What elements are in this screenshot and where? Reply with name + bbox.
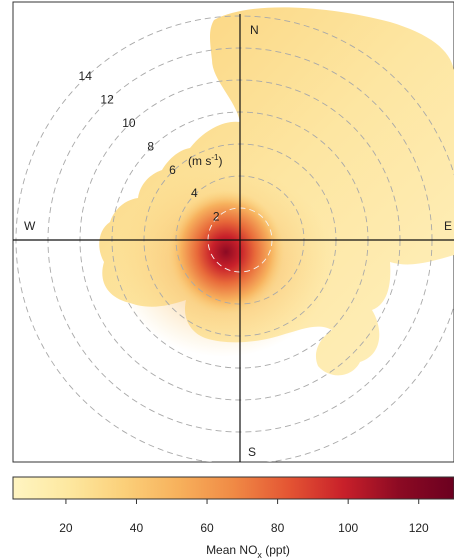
radial-tick-label-12: 12: [100, 93, 114, 107]
colorbar-tick-label-80: 80: [271, 521, 285, 535]
radial-tick-label-14: 14: [79, 69, 93, 83]
compass-south-label: S: [248, 445, 256, 459]
radial-unit-label: (m s-1): [188, 153, 222, 168]
concentration-hotspot: [168, 190, 284, 314]
compass-east-label: E: [444, 219, 452, 233]
colorbar-ticks: 20 40 60 80 100 120: [59, 499, 429, 535]
compass-west-label: W: [24, 219, 36, 233]
colorbar-tick-label-120: 120: [409, 521, 429, 535]
colorbar-title: Mean NOx (ppt): [206, 543, 290, 558]
radial-unit-superscript: -1: [211, 153, 219, 162]
colorbar-title-subscript: x: [257, 550, 262, 558]
radial-tick-label-8: 8: [147, 139, 154, 153]
radial-tick-label-2: 2: [213, 210, 220, 224]
colorbar-tick-label-20: 20: [59, 521, 73, 535]
colorbar: [12, 476, 454, 500]
radial-tick-label-10: 10: [122, 116, 136, 130]
radial-tick-label-4: 4: [191, 186, 198, 200]
colorbar-tick-label-60: 60: [200, 521, 214, 535]
radial-tick-label-6: 6: [169, 163, 176, 177]
colorbar-tick-label-40: 40: [130, 521, 144, 535]
radial-tick-labels: 2 4 6 8 10 12 14: [79, 69, 220, 223]
compass-north-label: N: [250, 23, 259, 37]
colorbar-tick-label-100: 100: [338, 521, 358, 535]
